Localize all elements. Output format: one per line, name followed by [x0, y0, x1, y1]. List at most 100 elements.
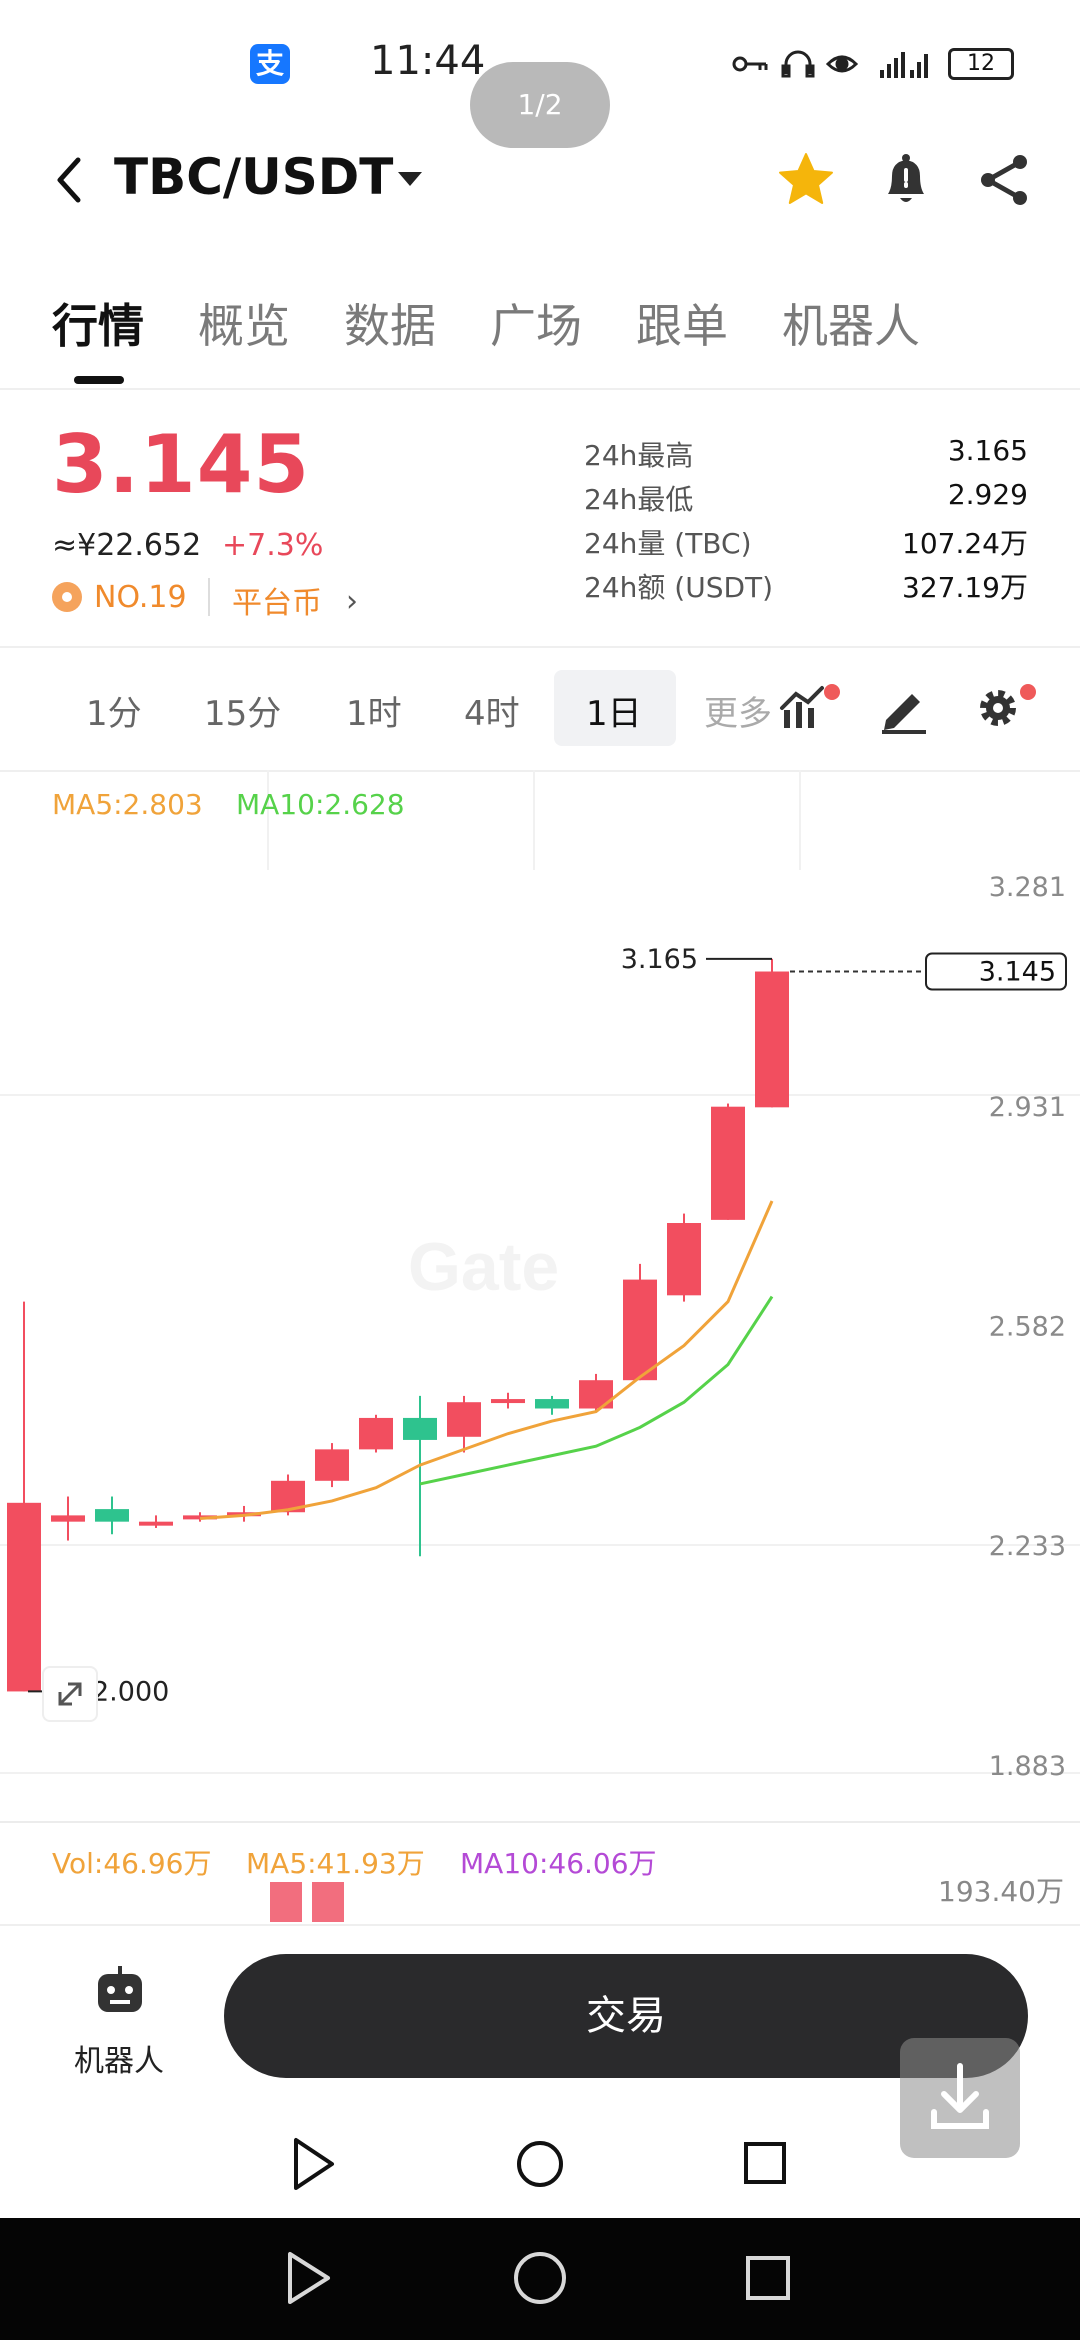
indicator-icon[interactable] [778, 680, 834, 736]
expand-icon[interactable] [42, 1666, 98, 1722]
system-back-icon [288, 2252, 330, 2304]
tab-market[interactable]: 行情 [52, 299, 144, 353]
tab-square[interactable]: 广场 [490, 299, 582, 353]
signal-icon-2 [910, 54, 928, 78]
interval-1d[interactable]: 1日 [586, 694, 642, 734]
battery-icon: 12 [948, 48, 1014, 80]
rank-icon [52, 582, 82, 612]
robot-icon[interactable] [92, 1964, 148, 2020]
nav-recents-icon [744, 2142, 786, 2184]
high-marker-label: 3.165 [621, 944, 698, 975]
candlestick-chart[interactable]: Gate 3.281 2.931 2.582 2.233 1.883 3.165 2.000 3… [0, 770, 1080, 1930]
key-icon [732, 56, 768, 72]
interval-1h[interactable]: 1时 [346, 694, 402, 734]
signal-icon [880, 52, 905, 78]
volume-axis-max: 193.40万 [938, 1875, 1064, 1908]
divider [0, 1924, 1080, 1926]
stat-volume-label: 24h量 (TBC) [584, 527, 752, 560]
candle-body [535, 1399, 569, 1409]
y-tick-label: 1.883 [989, 1751, 1066, 1782]
notification-dot [824, 684, 840, 700]
y-tick-label: 2.931 [989, 1092, 1066, 1123]
candle-body [711, 1106, 745, 1220]
cny-price: ≈¥22.652 [52, 528, 202, 563]
interval-4h[interactable]: 4时 [464, 694, 520, 734]
interval-more[interactable]: 更多 [704, 694, 772, 734]
active-tab-indicator [74, 376, 124, 384]
price-alert-bell-icon[interactable] [878, 150, 934, 210]
volume-bar [312, 1882, 344, 1922]
last-price: 3.145 [52, 418, 311, 511]
y-tick-label: 3.281 [989, 872, 1066, 903]
download-button[interactable] [900, 2038, 1020, 2158]
robot-label[interactable]: 机器人 [74, 2044, 164, 2079]
alipay-icon: 支 [250, 44, 290, 84]
rank-label: NO.19 [94, 580, 187, 615]
system-status-icons [732, 50, 928, 78]
stat-low-value: 2.929 [947, 478, 1028, 511]
volume-ma10: MA10:46.06万 [460, 1847, 657, 1880]
app-nav-bar [294, 2138, 786, 2190]
settings-gear-icon[interactable] [970, 680, 1026, 736]
ma5-value: MA5:2.803 [52, 788, 203, 821]
candle-body [667, 1223, 701, 1296]
candle-body [403, 1417, 437, 1440]
chevron-right-icon[interactable]: › [346, 584, 358, 619]
interval-15m[interactable]: 15分 [204, 694, 282, 734]
stat-turnover-value: 327.19万 [902, 571, 1028, 604]
candle-body [623, 1279, 657, 1381]
candle-body [491, 1399, 525, 1404]
stat-low-label: 24h最低 [584, 483, 694, 516]
candle-body [51, 1515, 85, 1522]
candle-body [95, 1509, 129, 1522]
divider [0, 770, 1080, 772]
y-tick-label: 2.233 [989, 1531, 1066, 1562]
nav-home-icon [517, 2141, 563, 2187]
stat-turnover-label: 24h额 (USDT) [584, 571, 774, 604]
ma10-line [419, 1295, 774, 1486]
candle-body [755, 971, 789, 1108]
system-recents-icon [746, 2256, 790, 2300]
pair-title[interactable]: TBC/USDT [114, 148, 394, 206]
ma10-value: MA10:2.628 [236, 788, 405, 821]
stat-volume-value: 107.24万 [902, 527, 1028, 560]
candle-body [315, 1449, 349, 1481]
candle-body [139, 1521, 173, 1526]
category-link[interactable]: 平台币 [232, 586, 322, 621]
system-home-icon [514, 2252, 566, 2304]
download-icon [931, 2063, 989, 2129]
separator [208, 578, 210, 616]
candle-body [447, 1402, 481, 1437]
low-marker-label: 2.000 [92, 1676, 169, 1707]
divider [0, 646, 1080, 648]
tab-overview[interactable]: 概览 [198, 299, 290, 353]
pair-dropdown-caret-icon[interactable] [398, 172, 422, 186]
interval-active-bg [554, 670, 676, 746]
y-tick-label: 2.582 [989, 1312, 1066, 1343]
tab-copy-trade[interactable]: 跟单 [636, 299, 728, 353]
headphones-icon [781, 50, 815, 78]
nav-back-icon [294, 2138, 334, 2190]
favorite-star-icon[interactable] [776, 150, 836, 210]
volume-ma5: MA5:41.93万 [246, 1847, 425, 1880]
volume-value: Vol:46.96万 [52, 1847, 212, 1880]
last-price-box [925, 952, 1067, 991]
notification-dot [1020, 684, 1036, 700]
stat-high-value: 3.165 [947, 434, 1028, 467]
eye-icon [825, 55, 859, 73]
status-time: 11:44 [370, 38, 486, 84]
tab-robot[interactable]: 机器人 [782, 299, 920, 353]
ma5-line [199, 1200, 774, 1521]
trade-button[interactable]: 交易 [224, 1954, 1028, 2078]
share-icon[interactable] [976, 150, 1032, 210]
price-change: +7.3% [222, 528, 324, 563]
draw-pen-icon[interactable] [876, 680, 932, 736]
tab-data[interactable]: 数据 [344, 299, 436, 353]
stat-high-label: 24h最高 [584, 439, 694, 472]
back-arrow-icon[interactable] [48, 150, 88, 210]
candle-body [579, 1380, 613, 1409]
candle-body [7, 1502, 41, 1692]
page-indicator: 1/2 [470, 62, 610, 148]
divider [0, 388, 1080, 390]
interval-1m[interactable]: 1分 [86, 694, 142, 734]
